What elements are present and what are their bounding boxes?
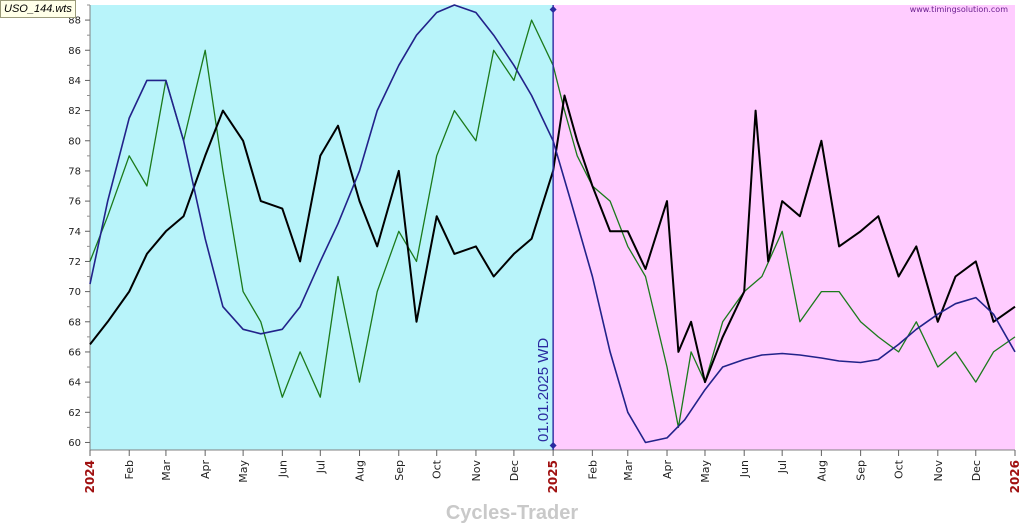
x-tick-label: Dec: [508, 460, 521, 481]
y-tick-label: 78: [68, 166, 81, 177]
divider-top-marker: [549, 6, 557, 13]
x-tick-label: Jul: [314, 460, 327, 474]
x-tick-label: Feb: [586, 460, 599, 479]
x-tick-label: Sep: [855, 460, 868, 481]
x-tick-label: 2024: [83, 460, 97, 493]
x-tick-label: May: [237, 460, 250, 483]
x-tick-label: Oct: [431, 459, 444, 479]
x-tick-label: Oct: [893, 459, 906, 479]
y-tick-label: 68: [68, 317, 81, 328]
x-tick-label: Sep: [393, 460, 406, 481]
y-tick-label: 76: [68, 197, 81, 208]
y-tick-label: 70: [68, 287, 81, 298]
x-tick-label: Apr: [661, 460, 674, 480]
y-tick-label: 88: [68, 16, 81, 27]
x-tick-label: Mar: [622, 460, 635, 481]
divider-bottom-marker: [549, 442, 557, 449]
x-tick-label: Jul: [776, 460, 789, 474]
model-series-line: [89, 19, 1016, 429]
footer-title: Cycles-Trader: [445, 502, 579, 524]
y-tick-label: 74: [68, 227, 81, 238]
x-tick-label: 2025: [546, 460, 560, 493]
x-tick-label: Dec: [970, 460, 983, 481]
x-tick-label: Aug: [354, 460, 367, 481]
watermark: www.timingsolution.com: [909, 5, 1008, 14]
y-tick-label: 80: [68, 136, 81, 147]
x-tick-label: Apr: [199, 460, 212, 480]
x-tick-label: May: [699, 460, 712, 483]
x-tick-label: Nov: [470, 460, 483, 482]
x-tick-label: Nov: [932, 460, 945, 482]
y-tick-label: 86: [68, 46, 81, 57]
y-tick-label: 64: [68, 378, 81, 389]
y-tick-label: 84: [68, 76, 81, 87]
file-label: USO_144.wts: [0, 0, 76, 18]
y-axis: 60 62 64 66 68 70 72 74 76 78 80 82 84 86 88: [68, 4, 91, 450]
price-series-line: [89, 94, 1016, 384]
y-tick-label: 66: [68, 347, 81, 358]
x-tick-label: Jun: [738, 460, 751, 478]
divider-layer: 01.01.2025 WD: [535, 5, 557, 450]
x-tick-label: Feb: [123, 460, 136, 479]
x-axis: 2024 Feb Mar Apr May Jun Jul Aug Sep Oct Nov Dec 202…: [83, 449, 1022, 493]
forecast-region: [553, 5, 1015, 450]
y-tick-label: 72: [68, 257, 81, 268]
x-tick-label: Mar: [160, 460, 173, 481]
x-tick-label: 2026: [1008, 460, 1022, 493]
y-tick-label: 62: [68, 408, 81, 419]
divider-label: 01.01.2025 WD: [535, 338, 552, 442]
history-region: [90, 5, 554, 450]
y-tick-label: 82: [68, 106, 81, 117]
x-tick-label: Aug: [815, 460, 828, 481]
y-tick-label: 60: [68, 438, 81, 449]
x-tick-label: Jun: [276, 460, 289, 478]
